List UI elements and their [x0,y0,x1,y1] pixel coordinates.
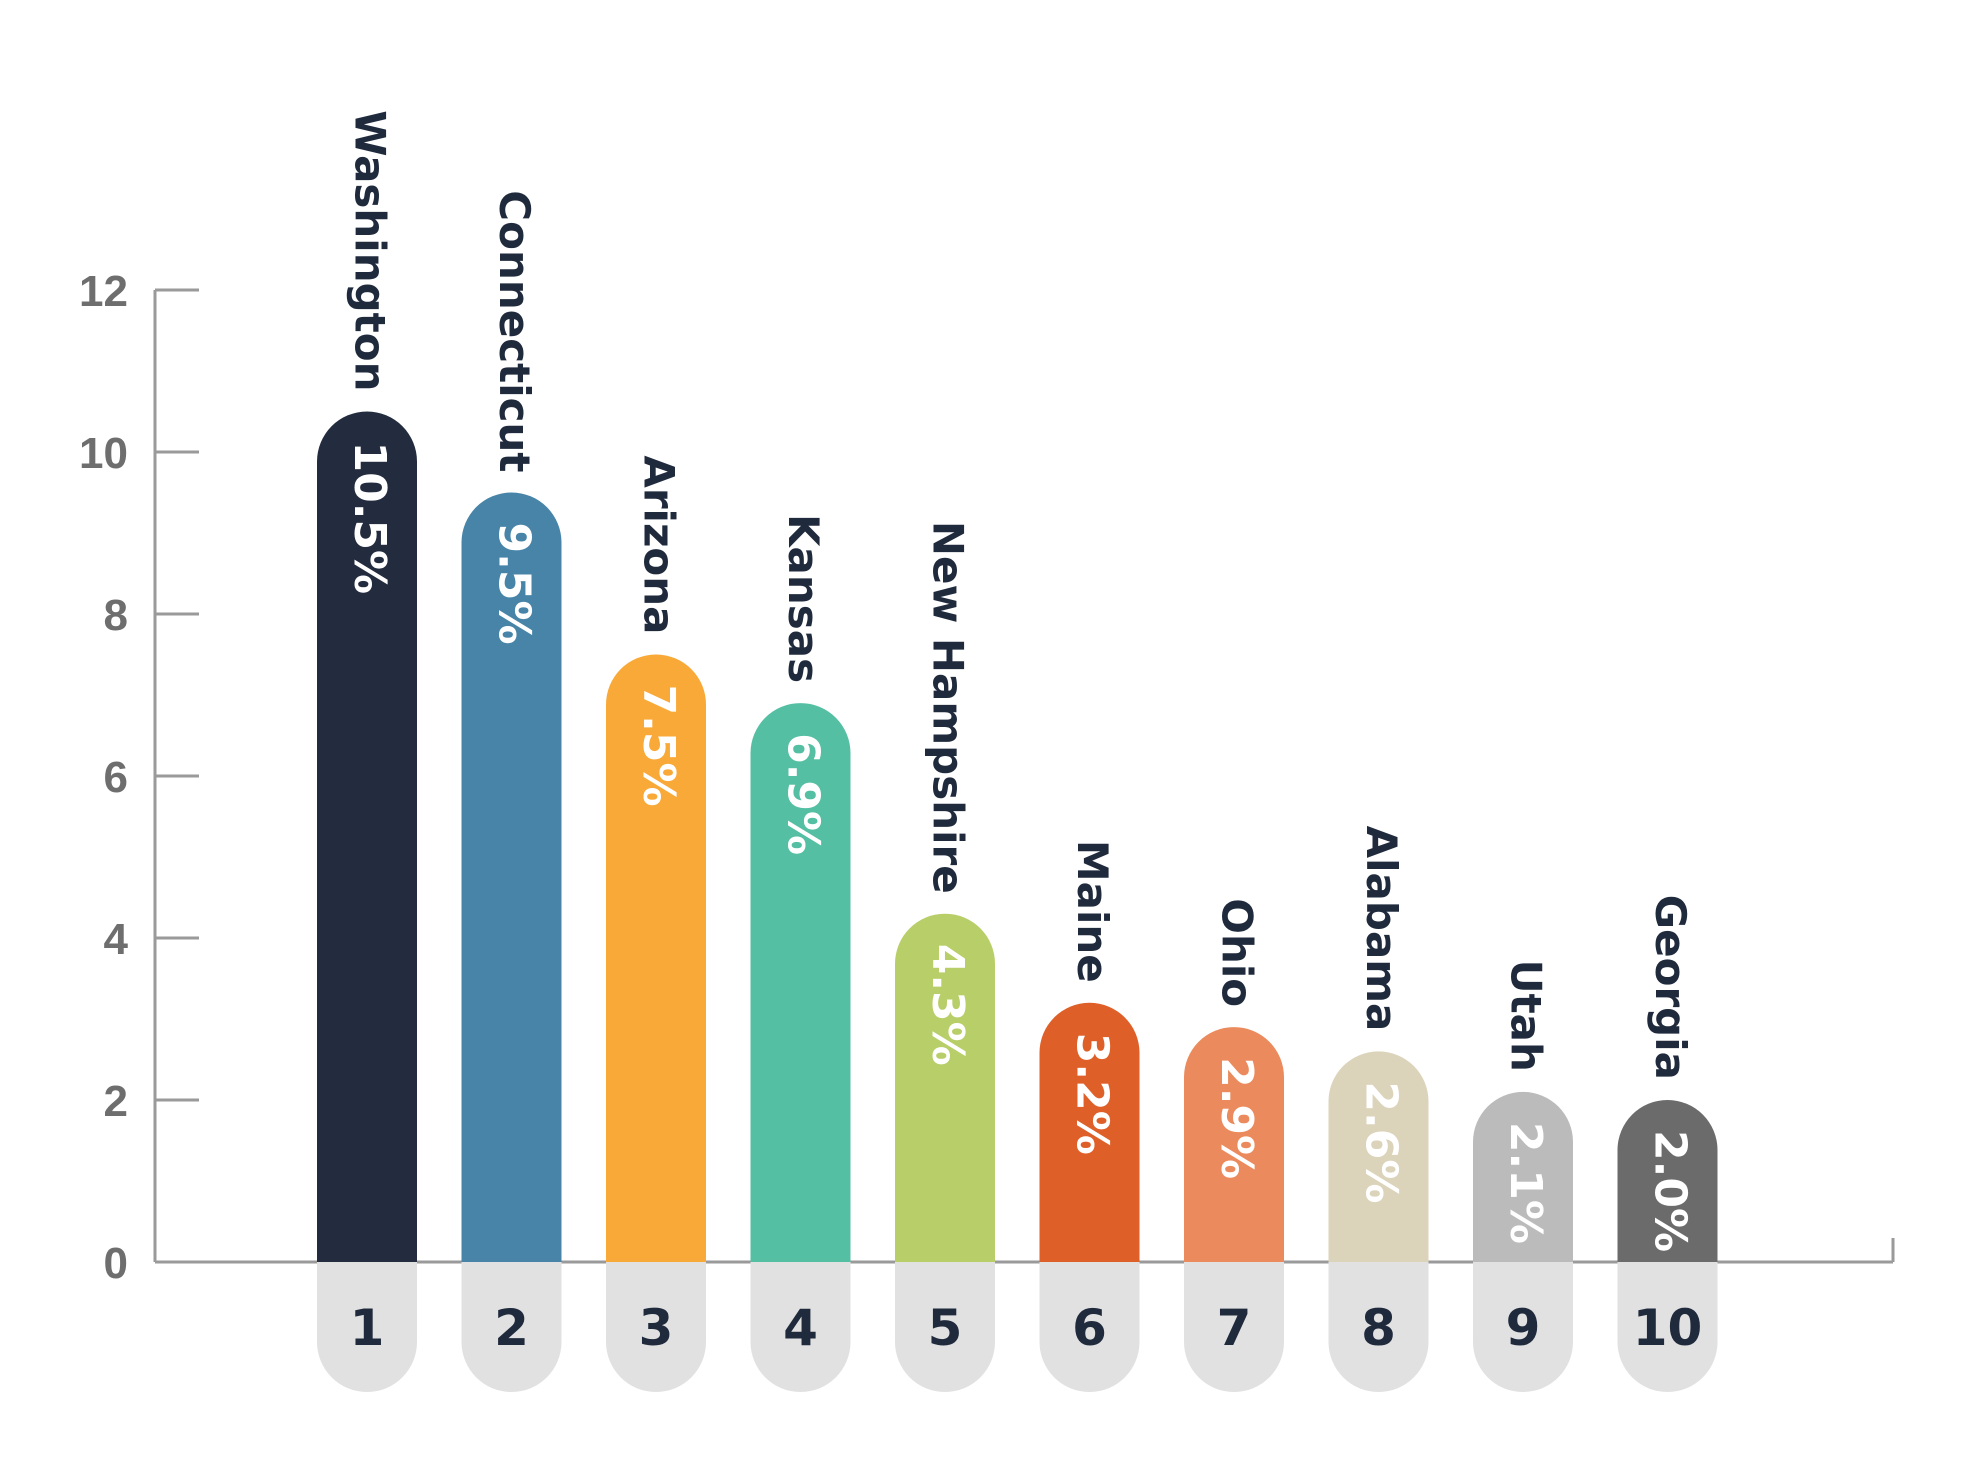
category-label: Georgia [1646,895,1695,1080]
rank-label: 2 [494,1299,529,1357]
rank-label: 5 [928,1299,963,1357]
value-label: 4.3% [922,944,973,1066]
category-label: Ohio [1213,898,1262,1007]
category-label: Connecticut [490,190,539,472]
bar [895,913,995,1262]
rank-pill [1473,1262,1573,1392]
bar [606,654,706,1262]
value-label: 2.0% [1645,1130,1696,1252]
bar [1617,1100,1718,1262]
rank-label: 8 [1361,1299,1396,1357]
value-label: 2.9% [1211,1057,1262,1179]
y-tick-label: 8 [104,591,128,640]
bars-layer [317,411,1718,1262]
value-label: 6.9% [778,733,829,855]
category-label: Maine [1068,840,1117,983]
value-label: 9.5% [489,523,540,645]
y-tick-label: 10 [79,429,128,478]
rank-label: 6 [1072,1299,1107,1357]
bar [750,703,851,1262]
rank-label: 4 [783,1299,818,1357]
rank-label: 9 [1506,1299,1541,1357]
category-label: Washington [346,110,395,391]
value-label: 7.5% [633,685,684,807]
category-label: New Hampshire [924,521,973,894]
value-label: 3.2% [1067,1033,1118,1155]
rank-pill [1184,1262,1284,1392]
value-label: 10.5% [344,442,395,595]
rank-label: 7 [1217,1299,1252,1357]
bar [1473,1091,1573,1262]
rank-label: 1 [350,1299,385,1357]
rank-pill [1617,1262,1718,1392]
rank-pill [1039,1262,1140,1392]
bar [1184,1027,1284,1262]
y-tick-label: 2 [104,1077,128,1126]
y-tick-label: 6 [104,753,128,802]
bar [461,492,562,1262]
rank-label: 3 [639,1299,674,1357]
rank-pills-layer: 1 2 3 4 5 6 7 8 9 10 [317,1262,1718,1392]
axes-layer: 0 2 4 6 8 10 12 [79,267,1895,1288]
rank-pill [606,1262,706,1392]
category-label: Utah [1502,959,1551,1071]
category-label: Arizona [635,455,684,634]
bar [1039,1002,1140,1262]
labels-layer: 10.5% Washington 9.5% Connecticut 7.5% Arizon… [344,110,1696,1252]
y-tick-label: 12 [79,267,128,316]
rank-label: 10 [1633,1299,1703,1357]
rank-pill [1328,1262,1429,1392]
category-label: Alabama [1357,826,1406,1032]
rank-pill [750,1262,851,1392]
bar [1328,1051,1429,1262]
y-tick-label: 4 [104,915,129,964]
rank-pill [461,1262,562,1392]
rank-pill [317,1262,417,1392]
category-label: Kansas [779,514,828,683]
bar [317,411,417,1262]
value-label: 2.6% [1356,1081,1407,1203]
y-tick-label: 0 [104,1239,128,1288]
value-label: 2.1% [1500,1122,1551,1244]
rank-pill [895,1262,995,1392]
